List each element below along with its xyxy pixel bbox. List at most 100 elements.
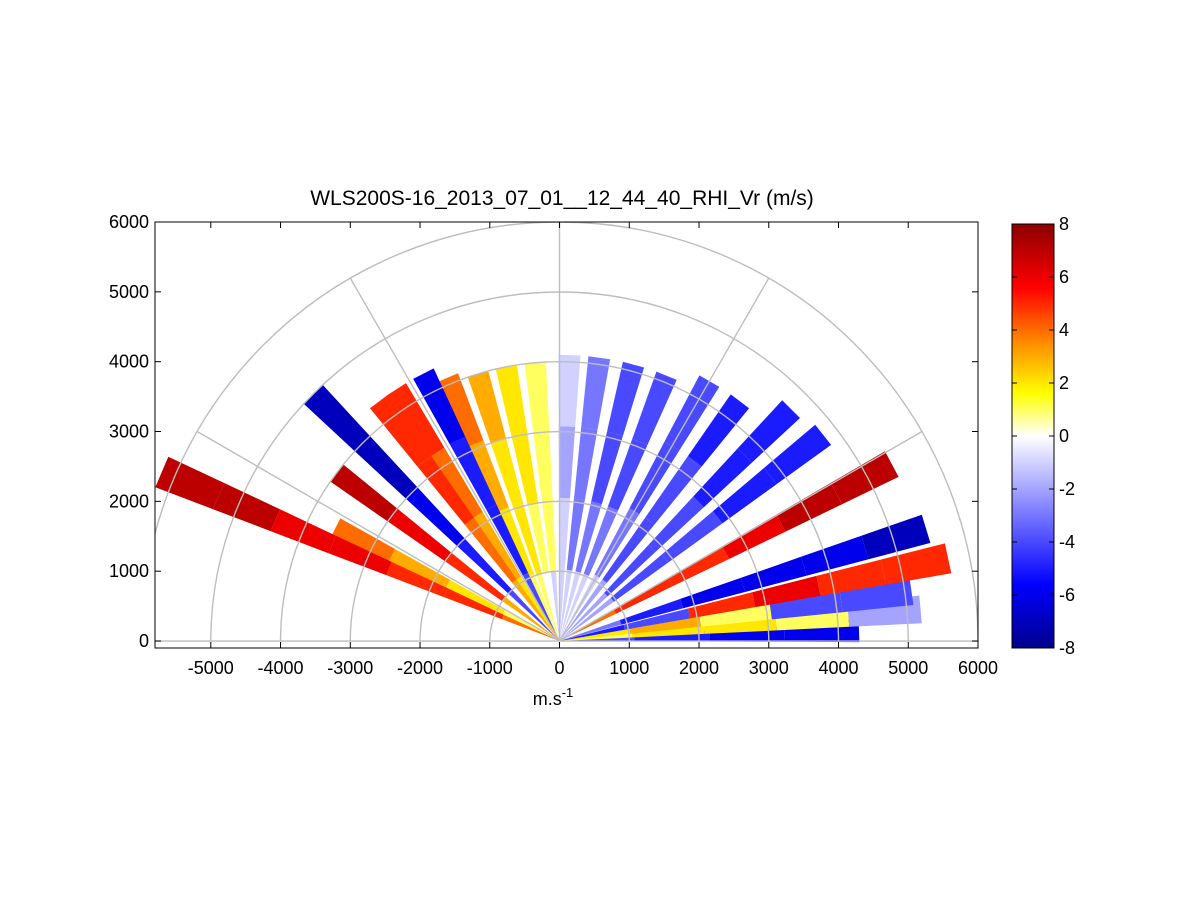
- beam-7-gate-0: [559, 592, 608, 641]
- beam-18-gate-1: [486, 504, 529, 576]
- beam-2-gate-4: [839, 577, 914, 613]
- beam-7-gate-2: [648, 496, 704, 552]
- beam-20-gate-0: [512, 579, 560, 641]
- beam-2-gate-1: [629, 615, 702, 634]
- beam-6-gate-1: [610, 554, 669, 602]
- colorbar-tick-label-2: 4: [1059, 320, 1069, 340]
- beam-3-gate-1: [623, 608, 691, 630]
- y-axis: 0 1000 2000 3000 4000 5000 6000: [109, 212, 978, 651]
- x-axis-label-exponent: -1: [562, 685, 574, 700]
- beam-24-gate-6: [155, 456, 225, 510]
- colorbar-gradient: [1011, 223, 1055, 649]
- beam-12-gate-0: [559, 569, 573, 641]
- x-tick-label-8: 3000: [749, 658, 789, 678]
- beam-7-gate-4: [737, 400, 800, 463]
- beam-14-gate-2: [533, 431, 553, 503]
- colorbar-tick-label-1: 6: [1059, 267, 1069, 287]
- beam-15-gate-1: [527, 503, 549, 573]
- x-tick-label-3: -2000: [397, 658, 443, 678]
- beam-13-gate-3: [558, 354, 581, 427]
- beam-16-gate-0: [536, 573, 560, 641]
- beam-8-gate-3: [687, 394, 750, 467]
- beam-11-gate-0: [559, 571, 581, 641]
- plot-frame: [154, 221, 979, 649]
- colorbar-tick-label-4: 0: [1059, 426, 1069, 446]
- beam-5-gate-5: [830, 451, 899, 505]
- beam-18-gate-3: [413, 368, 466, 445]
- y-tick-label-5: 5000: [109, 282, 149, 302]
- beam-24-gate-2: [386, 562, 448, 598]
- colorbar-tick-label-5: -2: [1059, 479, 1075, 499]
- x-tick-label-5: 0: [555, 658, 565, 678]
- x-tick-label-6: 1000: [609, 658, 649, 678]
- beam-8-gate-1: [602, 517, 655, 583]
- beam-3-gate-5: [880, 543, 952, 585]
- y-tick-label-0: 0: [139, 631, 149, 651]
- beam-2-gate-3: [769, 590, 843, 620]
- beam-22-gate-0: [502, 596, 560, 641]
- radial-velocity-field: [155, 354, 952, 643]
- beam-22-gate-1: [445, 552, 506, 602]
- colorbar-tick-label-8: -8: [1059, 638, 1075, 658]
- x-tick-label-11: 6000: [958, 658, 998, 678]
- beam-6-gate-2: [661, 511, 723, 563]
- beam-10-gate-2: [608, 439, 648, 511]
- x-tick-label-1: -4000: [258, 658, 304, 678]
- beam-19-gate-1: [473, 512, 522, 580]
- colorbar: 8 6 4 2 0 -2 -4 -6 -8: [1011, 214, 1075, 658]
- colorbar-ticks: 8 6 4 2 0 -2 -4 -6 -8: [1012, 214, 1075, 658]
- beam-11-gate-1: [575, 501, 602, 573]
- beam-21-gate-0: [508, 589, 560, 641]
- beam-24-gate-3: [328, 535, 392, 576]
- colorbar-tick-label-7: -6: [1059, 585, 1075, 605]
- beam-17-gate-1: [498, 507, 535, 577]
- beam-20-gate-2: [417, 456, 474, 525]
- x-tick-label-7: 2000: [679, 658, 719, 678]
- beam-3-gate-0: [559, 624, 625, 641]
- beam-22-gate-2: [387, 508, 452, 562]
- y-tick-label-6: 6000: [109, 212, 149, 232]
- beam-17-gate-0: [529, 574, 560, 641]
- beam-20-gate-1: [464, 517, 517, 583]
- beam-21-gate-3: [354, 436, 418, 499]
- beam-21-gate-1: [457, 538, 513, 594]
- beam-8-gate-2: [645, 456, 702, 525]
- beam-4-gate-5: [861, 514, 931, 560]
- beam-24-gate-0: [501, 614, 560, 641]
- beam-4-gate-2: [680, 577, 745, 609]
- beam-11-gate-2: [591, 431, 623, 505]
- beam-20-gate-3: [370, 394, 432, 467]
- spoke-60: [558, 277, 770, 642]
- beam-5-gate-1: [613, 577, 673, 614]
- beam-14-gate-0: [550, 571, 560, 641]
- beam-11-gate-3: [607, 361, 645, 436]
- beam-13-gate-0: [559, 569, 565, 641]
- beam-5-gate-4: [776, 482, 843, 532]
- beam-3-gate-2: [688, 592, 756, 619]
- beam-4-gate-0: [559, 620, 622, 641]
- beam-10-gate-3: [632, 371, 677, 446]
- beam-22-gate-3: [330, 464, 398, 522]
- beam-24-gate-1: [444, 588, 504, 620]
- beam-4-gate-3: [740, 556, 807, 592]
- colorbar-tick-label-3: 2: [1059, 373, 1069, 393]
- beam-13-gate-2: [558, 426, 576, 499]
- beam-12-gate-2: [574, 427, 598, 501]
- spoke-120: [349, 277, 561, 642]
- beam-16-gate-2: [490, 438, 524, 510]
- spoke-150: [196, 430, 560, 642]
- beam-8-gate-0: [559, 579, 607, 641]
- beam-13-gate-1: [559, 497, 570, 570]
- beam-10-gate-1: [583, 506, 619, 576]
- beam-21-gate-4: [303, 384, 370, 452]
- beam-6-gate-4: [764, 424, 832, 485]
- beam-9-gate-2: [629, 441, 680, 514]
- beam-18-gate-2: [449, 436, 497, 510]
- beam-15-gate-2: [511, 434, 539, 505]
- beam-4-gate-4: [801, 535, 869, 576]
- beam-7-gate-1: [604, 544, 656, 597]
- y-tick-label-1: 1000: [109, 561, 149, 581]
- beam-15-gate-3: [495, 365, 528, 437]
- y-tick-label-4: 4000: [109, 352, 149, 372]
- y-tick-label-3: 3000: [109, 422, 149, 442]
